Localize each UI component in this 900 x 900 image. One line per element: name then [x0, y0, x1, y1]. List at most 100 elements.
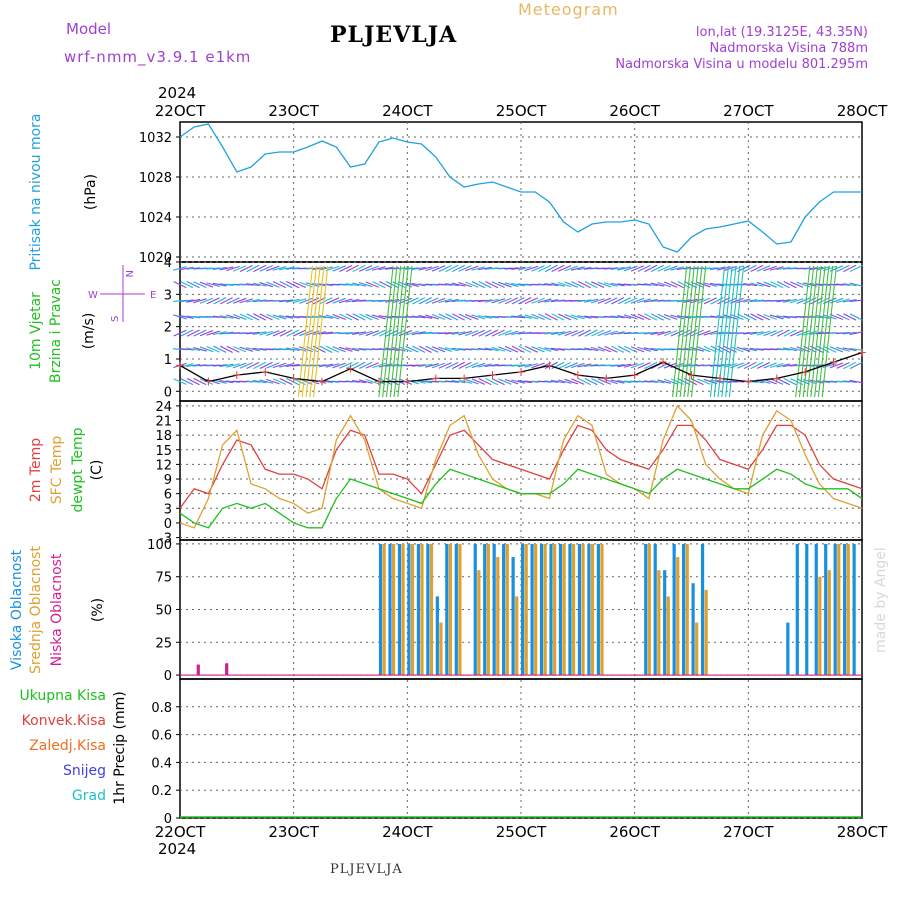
wind-arrow [716, 363, 731, 368]
wind-arrow [172, 299, 188, 302]
wind-speed-marker: + [544, 358, 554, 372]
wind-arrow [603, 267, 619, 270]
wind-arrow [385, 329, 399, 337]
wind-arrow [769, 299, 784, 302]
wind-arrow [603, 315, 619, 319]
wind-arrow [206, 282, 221, 288]
coordinates-text: lon,lat (19.3125E, 43.35N) [695, 25, 868, 40]
wind-arrow [756, 313, 771, 321]
wind-arrow [192, 346, 207, 352]
wind-speed-marker: + [203, 375, 213, 389]
wind-arrow [730, 313, 744, 321]
wind-arrow-strong [728, 265, 745, 398]
wind-arrow [498, 281, 512, 288]
wind-arrow [199, 297, 214, 304]
wind-arrow [849, 264, 863, 273]
wind-arrow [697, 330, 711, 337]
wind-arrow [783, 329, 797, 337]
wind-arrow [365, 313, 380, 320]
wind-arrow [339, 362, 353, 369]
cloud-bar-1 [543, 543, 547, 676]
wind-arrow [630, 265, 645, 272]
wind-arrow [245, 283, 260, 287]
cloud-bar-1 [477, 570, 481, 676]
y-tick-label: 21 [155, 415, 172, 430]
wind-arrow [398, 297, 413, 304]
y-tick-label: 0.6 [151, 729, 172, 744]
wind-arrow [444, 298, 459, 303]
wind-arrow [637, 264, 651, 273]
wind-arrow [743, 283, 758, 287]
wind-arrow [232, 362, 247, 369]
wind-arrow [485, 329, 499, 337]
wind-arrow [445, 361, 459, 370]
wind-arrow [657, 330, 671, 336]
wind-arrow [504, 378, 519, 385]
x-tick-label-top: 25OCT [496, 102, 547, 120]
cloud-bar-1 [410, 543, 415, 676]
x-tick-label-top: 22OCT [155, 102, 206, 120]
wind-arrow [239, 313, 253, 321]
cloud-unit-label: (%) [90, 598, 106, 622]
wind-arrow [842, 347, 857, 352]
wind-arrow [617, 266, 632, 271]
wind-arrow [465, 313, 479, 320]
precip-legend-item: Ukupna Kisa [19, 688, 106, 704]
x-tick-label-bottom: 28OCT [837, 823, 888, 841]
x-tick-label-top: 24OCT [382, 102, 433, 120]
cloud-bar-0 [483, 543, 487, 676]
wind-arrow [504, 267, 519, 270]
wind-arrow [471, 378, 486, 385]
wind-arrow [239, 283, 254, 286]
wind-arrow [445, 313, 459, 321]
wind-arrow [219, 345, 233, 353]
wind-axis-label-1: 10m Vjetar [28, 292, 44, 370]
wind-arrow [212, 364, 227, 367]
wind-arrow [697, 346, 711, 353]
wind-arrow [232, 313, 247, 320]
wind-speed-marker: + [601, 371, 611, 385]
wind-arrow [670, 299, 685, 302]
y-tick-label: 15 [155, 444, 172, 459]
wind-speed-marker: + [374, 375, 384, 389]
wind-arrow [279, 329, 293, 337]
wind-arrow [816, 297, 830, 305]
wind-arrow [591, 281, 605, 288]
wind-arrow-strong [802, 265, 819, 398]
wind-arrow [345, 347, 360, 352]
wind-arrow [312, 297, 326, 305]
wind-arrow [802, 315, 817, 319]
wind-speed-marker: + [630, 368, 640, 382]
precip-legend-item: Snijeg [63, 763, 106, 779]
wind-arrow [643, 331, 658, 335]
wind-arrow [411, 266, 426, 271]
wind-arrow [491, 329, 505, 337]
wind-arrow-strong [798, 265, 815, 398]
wind-arrow [624, 297, 638, 305]
wind-arrow [365, 265, 380, 272]
wind-arrow [597, 346, 612, 353]
wind-arrow [776, 315, 791, 319]
wind-arrow [511, 266, 526, 271]
wind-arrow [604, 330, 618, 336]
wind-arrow [246, 264, 260, 273]
wind-arrow-strong [382, 265, 398, 398]
y-tick-label: 12 [155, 458, 172, 473]
wind-arrow [657, 265, 671, 272]
wind-arrow [425, 314, 439, 320]
wind-arrow [179, 314, 194, 319]
wind-arrow [458, 265, 472, 272]
wind-arrow [173, 329, 187, 337]
wind-arrow [763, 362, 777, 369]
wind-arrow [531, 265, 545, 272]
wind-arrow [219, 379, 234, 384]
wind-arrow [318, 266, 333, 271]
wind-arrow [352, 379, 367, 384]
wind-speed-marker: + [658, 355, 668, 369]
cloud-bar-0 [824, 543, 828, 676]
wind-arrow [504, 297, 519, 305]
wind-arrow [597, 281, 612, 288]
wind-arrow [279, 315, 294, 319]
wind-arrow [750, 264, 764, 273]
wind-arrow [266, 362, 280, 369]
